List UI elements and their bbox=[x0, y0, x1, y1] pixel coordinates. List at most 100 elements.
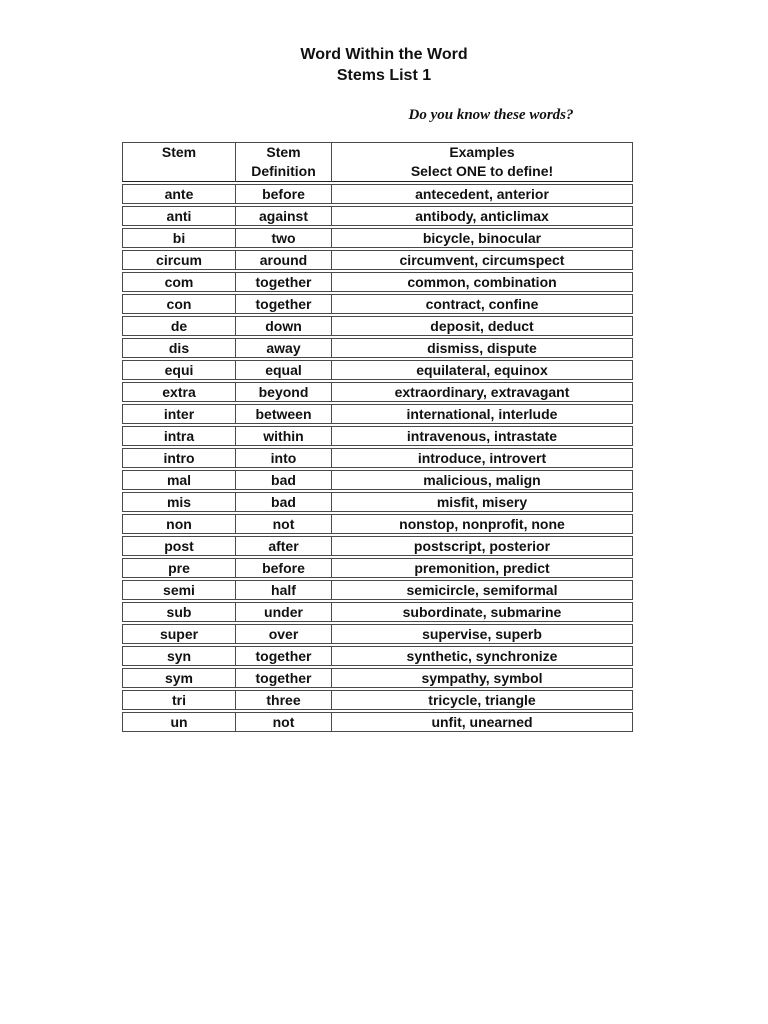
definition-cell: before bbox=[236, 184, 332, 204]
stem-cell: anti bbox=[122, 206, 236, 226]
table-row: non not nonstop, nonprofit, none bbox=[122, 514, 633, 534]
stem-cell: intra bbox=[122, 426, 236, 446]
examples-cell: supervise, superb bbox=[332, 624, 633, 644]
definition-cell: against bbox=[236, 206, 332, 226]
stem-cell: inter bbox=[122, 404, 236, 424]
table-row: sym together sympathy, symbol bbox=[122, 668, 633, 688]
header-stem-label: Stem bbox=[161, 144, 197, 160]
table-row: un not unfit, unearned bbox=[122, 712, 633, 732]
header-definition-line-2: Definition bbox=[251, 163, 316, 179]
table-row: com together common, combination bbox=[122, 272, 633, 292]
examples-cell: postscript, posterior bbox=[332, 536, 633, 556]
examples-cell: antecedent, anterior bbox=[332, 184, 633, 204]
table-row: de down deposit, deduct bbox=[122, 316, 633, 336]
definition-cell: beyond bbox=[236, 382, 332, 402]
header-definition: Stem Definition bbox=[236, 142, 332, 182]
definition-cell: under bbox=[236, 602, 332, 622]
examples-cell: international, interlude bbox=[332, 404, 633, 424]
stem-cell: con bbox=[122, 294, 236, 314]
stem-cell: post bbox=[122, 536, 236, 556]
table-row: post after postscript, posterior bbox=[122, 536, 633, 556]
examples-cell: tricycle, triangle bbox=[332, 690, 633, 710]
definition-cell: two bbox=[236, 228, 332, 248]
examples-cell: deposit, deduct bbox=[332, 316, 633, 336]
stem-cell: dis bbox=[122, 338, 236, 358]
stems-table-body: ante before antecedent, anterior anti agains… bbox=[122, 184, 633, 732]
table-row: sub under subordinate, submarine bbox=[122, 602, 633, 622]
table-row: tri three tricycle, triangle bbox=[122, 690, 633, 710]
table-row: dis away dismiss, dispute bbox=[122, 338, 633, 358]
definition-cell: bad bbox=[236, 470, 332, 490]
header-definition-line-1: Stem bbox=[266, 144, 301, 160]
stem-cell: mis bbox=[122, 492, 236, 512]
stem-cell: non bbox=[122, 514, 236, 534]
stem-cell: extra bbox=[122, 382, 236, 402]
examples-cell: bicycle, binocular bbox=[332, 228, 633, 248]
examples-cell: premonition, predict bbox=[332, 558, 633, 578]
table-row: mis bad misfit, misery bbox=[122, 492, 633, 512]
definition-cell: around bbox=[236, 250, 332, 270]
table-row: mal bad malicious, malign bbox=[122, 470, 633, 490]
table-row: syn together synthetic, synchronize bbox=[122, 646, 633, 666]
table-row: super over supervise, superb bbox=[122, 624, 633, 644]
header-examples-line-1: Examples bbox=[449, 144, 515, 160]
definition-cell: together bbox=[236, 272, 332, 292]
definition-cell: down bbox=[236, 316, 332, 336]
header-stem: Stem bbox=[122, 142, 236, 182]
stem-cell: ante bbox=[122, 184, 236, 204]
examples-cell: introduce, introvert bbox=[332, 448, 633, 468]
examples-cell: sympathy, symbol bbox=[332, 668, 633, 688]
title-line-1: Word Within the Word bbox=[300, 46, 468, 63]
stem-cell: circum bbox=[122, 250, 236, 270]
definition-cell: into bbox=[236, 448, 332, 468]
definition-cell: over bbox=[236, 624, 332, 644]
examples-cell: dismiss, dispute bbox=[332, 338, 633, 358]
stem-cell: semi bbox=[122, 580, 236, 600]
title-line-2: Stems List 1 bbox=[336, 67, 432, 84]
definition-cell: three bbox=[236, 690, 332, 710]
table-row: inter between international, interlude bbox=[122, 404, 633, 424]
stem-cell: tri bbox=[122, 690, 236, 710]
stem-cell: bi bbox=[122, 228, 236, 248]
header-examples-line-2: Select ONE to define! bbox=[410, 163, 554, 179]
examples-cell: semicircle, semiformal bbox=[332, 580, 633, 600]
stem-cell: mal bbox=[122, 470, 236, 490]
examples-cell: misfit, misery bbox=[332, 492, 633, 512]
definition-cell: before bbox=[236, 558, 332, 578]
table-row: ante before antecedent, anterior bbox=[122, 184, 633, 204]
stem-cell: intro bbox=[122, 448, 236, 468]
examples-cell: equilateral, equinox bbox=[332, 360, 633, 380]
page-title: Word Within the Word Stems List 1 bbox=[0, 44, 768, 86]
definition-cell: together bbox=[236, 668, 332, 688]
table-row: equi equal equilateral, equinox bbox=[122, 360, 633, 380]
examples-cell: extraordinary, extravagant bbox=[332, 382, 633, 402]
stems-table-header: Stem Stem Definition Examples Select ONE… bbox=[122, 142, 633, 182]
examples-cell: common, combination bbox=[332, 272, 633, 292]
header-examples: Examples Select ONE to define! bbox=[332, 142, 633, 182]
definition-cell: not bbox=[236, 712, 332, 732]
examples-cell: nonstop, nonprofit, none bbox=[332, 514, 633, 534]
definition-cell: within bbox=[236, 426, 332, 446]
examples-cell: malicious, malign bbox=[332, 470, 633, 490]
definition-cell: not bbox=[236, 514, 332, 534]
definition-cell: away bbox=[236, 338, 332, 358]
stem-cell: sym bbox=[122, 668, 236, 688]
examples-cell: subordinate, submarine bbox=[332, 602, 633, 622]
stem-cell: com bbox=[122, 272, 236, 292]
stem-cell: syn bbox=[122, 646, 236, 666]
table-row: semi half semicircle, semiformal bbox=[122, 580, 633, 600]
definition-cell: after bbox=[236, 536, 332, 556]
stem-cell: super bbox=[122, 624, 236, 644]
stem-cell: un bbox=[122, 712, 236, 732]
stem-cell: sub bbox=[122, 602, 236, 622]
table-row: con together contract, confine bbox=[122, 294, 633, 314]
stems-table: Stem Stem Definition Examples Select ONE… bbox=[122, 140, 633, 734]
table-row: anti against antibody, anticlimax bbox=[122, 206, 633, 226]
table-row: extra beyond extraordinary, extravagant bbox=[122, 382, 633, 402]
stem-cell: equi bbox=[122, 360, 236, 380]
definition-cell: half bbox=[236, 580, 332, 600]
table-row: bi two bicycle, binocular bbox=[122, 228, 633, 248]
table-row: circum around circumvent, circumspect bbox=[122, 250, 633, 270]
table-row: pre before premonition, predict bbox=[122, 558, 633, 578]
stem-cell: de bbox=[122, 316, 236, 336]
